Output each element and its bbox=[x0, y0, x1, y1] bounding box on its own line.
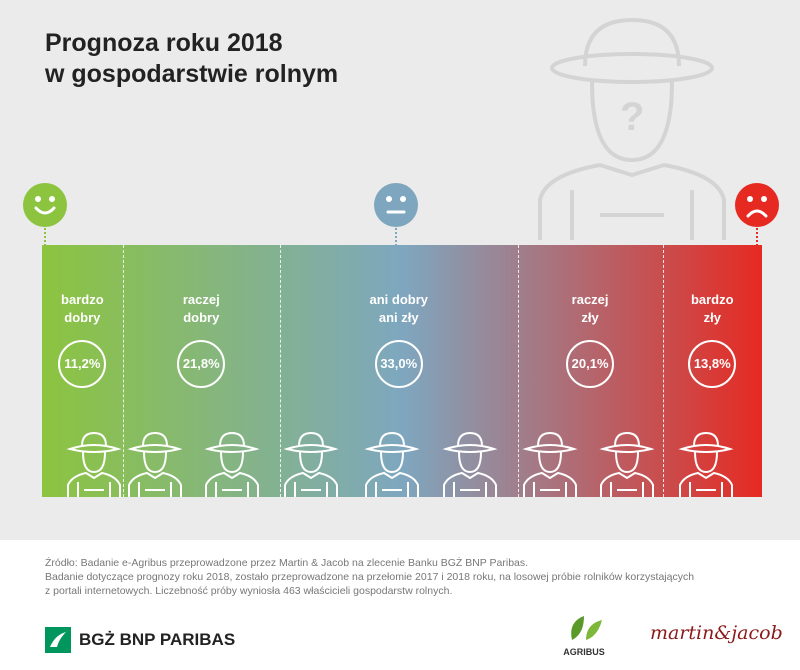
bar-segment bbox=[662, 245, 762, 497]
icon-part bbox=[537, 431, 563, 447]
bar-segment bbox=[517, 245, 663, 497]
icons bbox=[23, 183, 779, 497]
icon-part bbox=[693, 431, 719, 447]
icon-part bbox=[458, 451, 482, 474]
bar-segment bbox=[279, 245, 518, 497]
logo-text: AGRIBUS bbox=[563, 647, 605, 657]
source-line: Źródło: Badanie e-Agribus przeprowadzone… bbox=[45, 557, 529, 569]
icon-part bbox=[364, 444, 420, 453]
icon-part bbox=[294, 482, 328, 497]
farmer-icon bbox=[66, 431, 122, 497]
farmer-icon bbox=[283, 431, 339, 497]
face bbox=[23, 183, 67, 227]
mouth bbox=[746, 209, 768, 218]
icon-part bbox=[67, 471, 121, 497]
icon-part bbox=[538, 451, 562, 474]
icon-part bbox=[205, 471, 259, 497]
logo-mark bbox=[571, 616, 602, 640]
value-label: 20,1% bbox=[566, 340, 615, 388]
icon-part bbox=[678, 444, 734, 453]
icon-part bbox=[600, 471, 654, 497]
eye bbox=[35, 196, 41, 202]
value-label: 21,8% bbox=[177, 340, 226, 388]
mouth bbox=[34, 206, 56, 215]
icon-part bbox=[142, 431, 168, 447]
category-label: ani dobry ani zły bbox=[369, 292, 428, 325]
icon-part bbox=[283, 444, 339, 453]
farmer-icon bbox=[204, 431, 260, 497]
icon-part bbox=[143, 451, 167, 474]
category-label: bardzo dobry bbox=[61, 292, 104, 325]
icon-part bbox=[284, 471, 338, 497]
icon-part bbox=[219, 431, 245, 447]
icon-part bbox=[610, 482, 644, 497]
face bbox=[735, 183, 779, 227]
icon-part bbox=[689, 482, 723, 497]
icon-part bbox=[220, 451, 244, 474]
icon-part bbox=[453, 482, 487, 497]
logo-mark bbox=[45, 627, 71, 653]
value-label: 33,0% bbox=[374, 340, 423, 388]
eye bbox=[400, 196, 406, 202]
icon-part bbox=[379, 431, 405, 447]
svg-text:?: ? bbox=[620, 95, 644, 139]
mj-logo: martin&jacob bbox=[650, 622, 783, 644]
bar-area: bardzo dobry 11,2% raczej dobry 21,8% ani do… bbox=[42, 245, 762, 497]
chart-title: Prognoza roku 2018 w gospodarstwie rolny… bbox=[45, 29, 339, 89]
icon-part bbox=[375, 482, 409, 497]
source-line: z portali internetowych. Liczebność prób… bbox=[45, 585, 453, 597]
icon-part bbox=[82, 451, 106, 474]
source-line: Badanie dotyczące prognozy roku 2018, zo… bbox=[45, 571, 695, 583]
icon-part bbox=[679, 471, 733, 497]
farmer-icon bbox=[364, 431, 420, 497]
face bbox=[374, 183, 418, 227]
icon-part bbox=[522, 444, 578, 453]
decoration: ? bbox=[538, 17, 726, 240]
farmer-icon bbox=[127, 431, 183, 497]
icon-part bbox=[599, 444, 655, 453]
category-label: bardzo zły bbox=[690, 292, 734, 325]
icon-part bbox=[138, 482, 172, 497]
icon-part bbox=[457, 431, 483, 447]
farmer-icon bbox=[678, 431, 734, 497]
eye bbox=[747, 196, 753, 202]
icon-part bbox=[365, 471, 419, 497]
farmer-icon bbox=[599, 431, 655, 497]
eye bbox=[761, 196, 767, 202]
icon-part bbox=[298, 431, 324, 447]
icon-part bbox=[127, 444, 183, 453]
icon-part bbox=[615, 451, 639, 474]
icon-part bbox=[128, 471, 182, 497]
eye bbox=[386, 196, 392, 202]
icon-part bbox=[694, 451, 718, 474]
icon-part bbox=[77, 482, 111, 497]
icon-part bbox=[204, 444, 260, 453]
icon-part bbox=[215, 482, 249, 497]
source-note: Źródło: Badanie e-Agribus przeprowadzone… bbox=[45, 556, 694, 598]
logo-text: BGŻ BNP PARIBAS bbox=[79, 630, 236, 649]
icon-part bbox=[443, 471, 497, 497]
value-label: 11,2% bbox=[58, 340, 107, 388]
icon-part bbox=[523, 471, 577, 497]
icon-part bbox=[380, 451, 404, 474]
icon-part bbox=[533, 482, 567, 497]
eye bbox=[49, 196, 55, 202]
bar-segment bbox=[122, 245, 280, 497]
icon-part bbox=[66, 444, 122, 453]
icon-part bbox=[442, 444, 498, 453]
farmer-icon bbox=[442, 431, 498, 497]
category-label: raczej dobry bbox=[182, 292, 220, 325]
icon-part bbox=[81, 431, 107, 447]
value-label: 13,8% bbox=[688, 340, 737, 388]
icon-part bbox=[299, 451, 323, 474]
bank-logo: BGŻ BNP PARIBAS bbox=[45, 627, 235, 653]
agribus-logo: AGRIBUS bbox=[556, 612, 612, 657]
farmer-icon bbox=[522, 431, 578, 497]
icon-part bbox=[614, 431, 640, 447]
category-label: raczej zły bbox=[571, 292, 609, 325]
